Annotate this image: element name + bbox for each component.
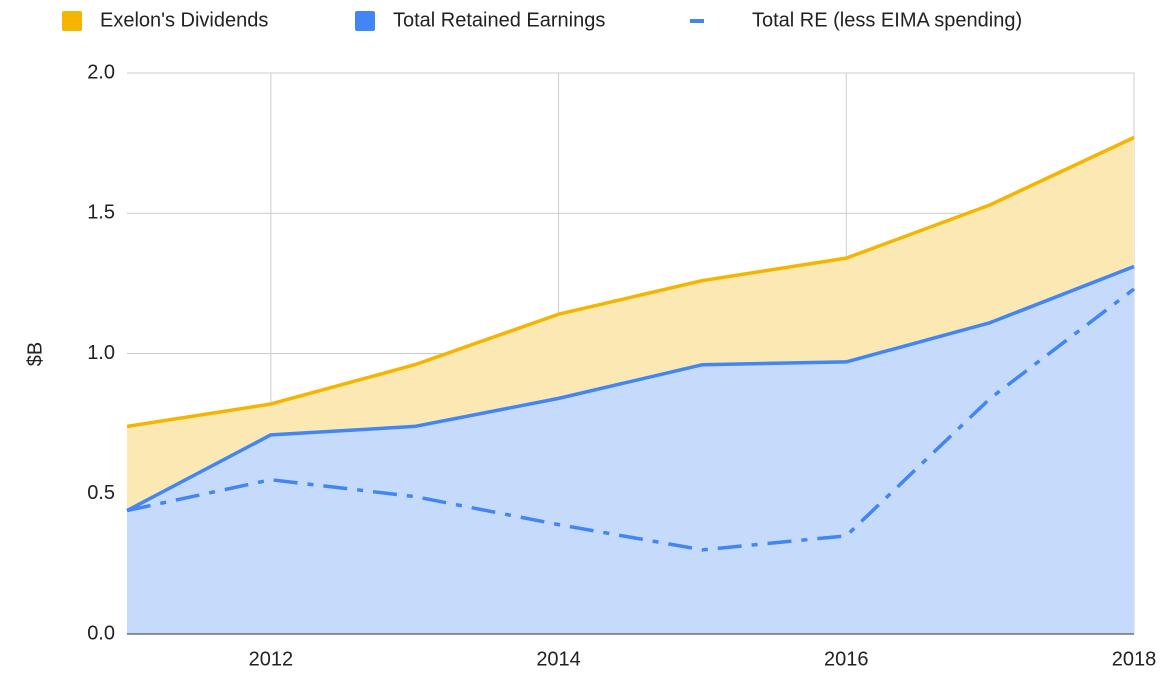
y-tick-label: 0.0 — [87, 622, 115, 644]
y-axis-label: $B — [24, 342, 46, 366]
y-tick-label: 0.5 — [87, 482, 115, 504]
y-tick-label: 1.5 — [87, 202, 115, 224]
legend-swatch — [355, 11, 375, 31]
legend-swatch — [62, 11, 82, 31]
x-tick-label: 2014 — [536, 648, 581, 670]
area — [127, 137, 1134, 511]
area — [127, 266, 1134, 634]
line — [126, 287, 1136, 552]
area-line — [126, 135, 1135, 429]
legend-label: Total RE (less EIMA spending) — [752, 9, 1022, 31]
x-tick-label: 2012 — [249, 648, 294, 670]
legend-label: Total Retained Earnings — [393, 9, 605, 31]
y-tick-label: 1.0 — [87, 342, 115, 364]
y-tick-label: 2.0 — [87, 61, 115, 83]
legend-label: Exelon's Dividends — [100, 9, 268, 31]
x-tick-label: 2016 — [824, 648, 869, 670]
area-line — [126, 264, 1135, 513]
x-tick-label: 2018 — [1112, 648, 1157, 670]
